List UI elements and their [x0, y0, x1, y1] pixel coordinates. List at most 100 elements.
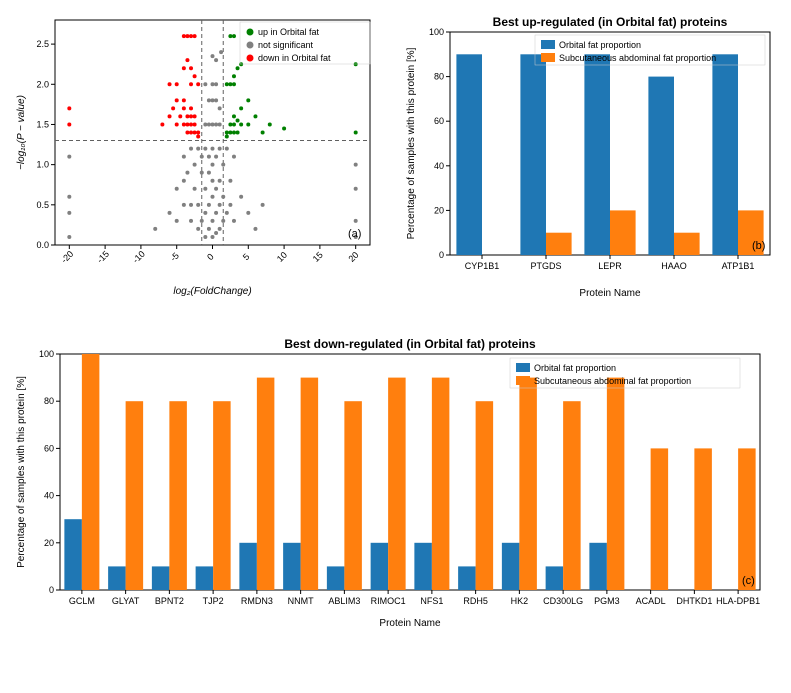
- x-tick-label: ATP1B1: [722, 261, 755, 271]
- y-tick-label: 80: [44, 396, 54, 406]
- y-tick-label: 2.5: [36, 39, 49, 49]
- bar: [82, 354, 100, 590]
- scatter-point: [185, 122, 189, 126]
- x-tick-label: PGM3: [594, 596, 620, 606]
- scatter-point: [253, 227, 257, 231]
- y-tick-label: 80: [434, 72, 444, 82]
- legend-item: not significant: [258, 40, 314, 50]
- bar: [239, 543, 257, 590]
- scatter-point: [182, 203, 186, 207]
- scatter-point: [214, 187, 218, 191]
- x-tick-label: -10: [131, 249, 147, 265]
- scatter-point: [185, 114, 189, 118]
- volcano-plot: -20-15-10-5051015200.00.51.01.52.02.5log…: [10, 10, 380, 300]
- bar: [432, 378, 450, 590]
- scatter-point: [67, 195, 71, 199]
- y-tick-label: 40: [44, 491, 54, 501]
- scatter-point: [171, 106, 175, 110]
- scatter-point: [218, 106, 222, 110]
- scatter-point: [182, 66, 186, 70]
- scatter-point: [67, 155, 71, 159]
- scatter-point: [354, 219, 358, 223]
- scatter-point: [189, 114, 193, 118]
- bar: [344, 401, 362, 590]
- scatter-point: [196, 147, 200, 151]
- scatter-point: [232, 114, 236, 118]
- scatter-point: [282, 126, 286, 130]
- x-tick-label: -20: [59, 249, 75, 265]
- bar: [563, 401, 581, 590]
- scatter-point: [239, 195, 243, 199]
- scatter-point: [214, 82, 218, 86]
- scatter-point: [221, 195, 225, 199]
- scatter-point: [232, 74, 236, 78]
- scatter-point: [225, 211, 229, 215]
- scatter-point: [189, 122, 193, 126]
- bar: [283, 543, 301, 590]
- scatter-point: [211, 219, 215, 223]
- bar: [476, 401, 494, 590]
- x-axis-label: log₂(FoldChange): [173, 286, 251, 297]
- scatter-point: [175, 122, 179, 126]
- bar: [520, 54, 546, 255]
- scatter-point: [182, 98, 186, 102]
- scatter-point: [182, 122, 186, 126]
- bar: [257, 378, 275, 590]
- x-tick-label: HLA-DPB1: [716, 596, 760, 606]
- scatter-point: [261, 131, 265, 135]
- y-axis-label: −log₁₀(P − value): [16, 95, 27, 170]
- scatter-point: [189, 34, 193, 38]
- scatter-point: [200, 219, 204, 223]
- x-tick-label: NNMT: [288, 596, 314, 606]
- x-tick-label: 10: [275, 250, 289, 264]
- bar: [546, 233, 572, 255]
- bar: [694, 448, 712, 590]
- scatter-point: [200, 155, 204, 159]
- scatter-point: [214, 231, 218, 235]
- scatter-point: [193, 122, 197, 126]
- scatter-point: [193, 114, 197, 118]
- scatter-point: [232, 131, 236, 135]
- scatter-point: [193, 74, 197, 78]
- scatter-point: [221, 163, 225, 167]
- scatter-point: [232, 82, 236, 86]
- bar: [651, 448, 669, 590]
- scatter-point: [207, 155, 211, 159]
- scatter-point: [189, 219, 193, 223]
- scatter-point: [168, 82, 172, 86]
- scatter-point: [182, 106, 186, 110]
- scatter-point: [228, 131, 232, 135]
- scatter-point: [189, 203, 193, 207]
- x-tick-label: PTGDS: [530, 261, 561, 271]
- x-tick-label: RIMOC1: [371, 596, 406, 606]
- scatter-point: [211, 163, 215, 167]
- scatter-point: [232, 155, 236, 159]
- scatter-point: [211, 179, 215, 183]
- x-tick-label: 0: [205, 252, 216, 263]
- scatter-point: [214, 122, 218, 126]
- bar: [414, 543, 432, 590]
- scatter-point: [207, 98, 211, 102]
- scatter-point: [236, 66, 240, 70]
- scatter-point: [182, 179, 186, 183]
- scatter-point: [253, 114, 257, 118]
- bar: [301, 378, 319, 590]
- scatter-point: [175, 82, 179, 86]
- scatter-point: [211, 54, 215, 58]
- scatter-point: [211, 147, 215, 151]
- scatter-point: [228, 82, 232, 86]
- y-tick-label: 100: [39, 349, 54, 359]
- bar: [584, 54, 610, 255]
- scatter-point: [207, 227, 211, 231]
- y-tick-label: 0: [49, 585, 54, 595]
- scatter-point: [218, 203, 222, 207]
- y-tick-label: 20: [44, 538, 54, 548]
- y-tick-label: 2.0: [36, 79, 49, 89]
- scatter-point: [67, 106, 71, 110]
- scatter-point: [225, 131, 229, 135]
- scatter-point: [354, 163, 358, 167]
- scatter-point: [211, 98, 215, 102]
- scatter-point: [246, 211, 250, 215]
- bar: [126, 401, 144, 590]
- scatter-point: [354, 131, 358, 135]
